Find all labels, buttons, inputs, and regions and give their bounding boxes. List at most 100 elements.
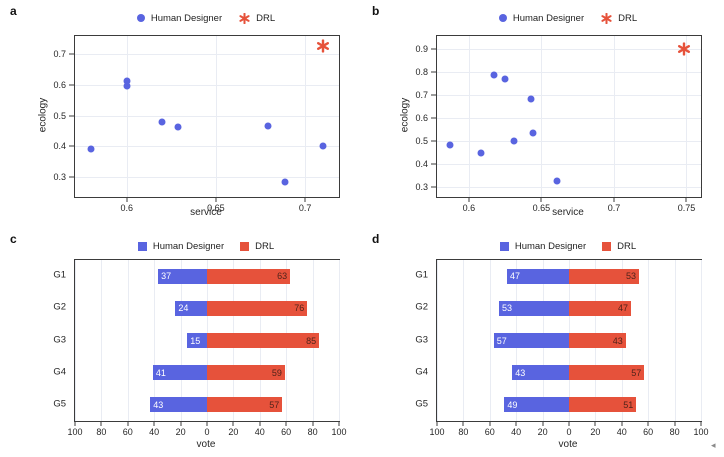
gridline-horizontal xyxy=(437,140,701,142)
x-tick-mark xyxy=(542,421,544,426)
x-tick-label: 80 xyxy=(307,427,318,437)
plot-area-c: 100 80 60 40 20 0 20 40 60 80 100 37 63 24 76 15 85 41 59 4… xyxy=(67,259,347,437)
gridline-vertical xyxy=(674,260,676,421)
category-label: G5 xyxy=(415,398,428,410)
human-designer-dot-icon xyxy=(136,14,145,22)
scatter-point xyxy=(490,71,498,79)
y-tick-label: 0.4 xyxy=(415,158,428,169)
x-tick-mark xyxy=(127,421,129,426)
gridline-vertical xyxy=(463,260,465,421)
x-tick-label: 0.6 xyxy=(120,203,133,213)
x-tick-label: 20 xyxy=(175,427,186,437)
y-tick-mark xyxy=(430,117,436,119)
x-tick-label: 0.65 xyxy=(532,203,551,213)
panel-label-a: a xyxy=(10,4,17,18)
human-designer-bar: 37 xyxy=(158,268,207,284)
category-label: G2 xyxy=(415,301,428,313)
human-bar-value: 37 xyxy=(161,271,172,282)
y-tick-mark xyxy=(430,163,436,165)
y-tick-label: 0.7 xyxy=(53,49,66,60)
y-tick-label: 0.6 xyxy=(53,80,66,91)
panel-c: c Human Designer DRL 100 80 60 40 20 0 20 40 60 8… xyxy=(0,228,362,457)
x-axis-label: vote xyxy=(196,439,216,450)
y-tick-label: 0.7 xyxy=(415,89,428,100)
scatter-point xyxy=(319,142,327,150)
x-tick-mark xyxy=(613,197,615,202)
y-tick-mark xyxy=(68,145,74,147)
x-tick-label: 100 xyxy=(331,427,347,437)
gridline-vertical xyxy=(648,260,650,421)
y-tick-label: 0.5 xyxy=(415,135,428,146)
scatter-point xyxy=(174,123,182,131)
gridline-horizontal xyxy=(75,115,339,117)
human-bar-value: 53 xyxy=(502,303,513,314)
y-tick-label: 0.5 xyxy=(53,110,66,121)
panel-label-c: c xyxy=(10,232,17,246)
gridline-horizontal xyxy=(437,94,701,96)
x-tick-label: 80 xyxy=(458,427,469,437)
drl-bar-value: 53 xyxy=(625,271,636,282)
x-tick-mark xyxy=(594,421,596,426)
human-designer-bar: 24 xyxy=(175,300,207,316)
y-tick-label: 0.4 xyxy=(53,141,66,152)
scatter-point xyxy=(281,178,289,186)
drl-bar: 57 xyxy=(569,365,645,381)
gridline-vertical xyxy=(437,260,438,421)
x-tick-label: 100 xyxy=(67,427,83,437)
human-bar-value: 49 xyxy=(507,399,518,410)
category-label: G4 xyxy=(53,366,66,378)
drl-star-icon xyxy=(316,39,329,53)
scatter-point xyxy=(123,82,131,90)
x-tick-label: 60 xyxy=(281,427,292,437)
panel-label-b: b xyxy=(372,4,380,18)
x-tick-label: 20 xyxy=(228,427,239,437)
category-label: G3 xyxy=(415,334,428,345)
gridline-horizontal xyxy=(437,163,701,165)
x-tick-mark xyxy=(674,421,676,426)
gridline-horizontal xyxy=(75,85,339,87)
gridline-horizontal xyxy=(437,48,701,50)
drl-bar: 85 xyxy=(207,333,320,348)
legend-item-drl: DRL xyxy=(240,241,274,252)
human-bar-value: 15 xyxy=(190,335,201,346)
x-tick-label: 80 xyxy=(669,427,680,437)
y-tick-label: 0.8 xyxy=(415,66,428,77)
x-tick-mark xyxy=(468,197,470,202)
x-tick-mark xyxy=(568,421,570,426)
category-label: G4 xyxy=(415,366,428,378)
category-label: G5 xyxy=(53,398,66,410)
gridline-horizontal xyxy=(437,71,701,73)
y-tick-label: 0.3 xyxy=(53,172,66,183)
panel-b: b Human Designer DRL ecology 0.6 0.65 0.7 0… xyxy=(362,0,724,228)
gridline-vertical xyxy=(489,260,491,421)
x-tick-label: 80 xyxy=(96,427,107,437)
drl-square-icon xyxy=(240,242,250,251)
drl-bar: 53 xyxy=(569,268,639,284)
drl-bar: 57 xyxy=(207,397,283,413)
human-bar-value: 41 xyxy=(155,367,166,378)
x-axis-label: vote xyxy=(558,439,578,450)
x-tick-mark xyxy=(232,421,234,426)
drl-bar: 63 xyxy=(207,268,291,284)
legend-label-human-designer: Human Designer xyxy=(514,241,587,252)
gridline-vertical xyxy=(686,36,688,197)
category-label: G1 xyxy=(53,269,66,281)
legend-label-human-designer: Human Designer xyxy=(152,241,225,252)
x-tick-mark xyxy=(312,421,314,426)
x-tick-mark xyxy=(180,421,182,426)
human-designer-bar: 47 xyxy=(506,268,569,284)
drl-bar: 47 xyxy=(569,300,632,316)
y-tick-mark xyxy=(430,71,436,73)
plot-area-b: 0.6 0.65 0.7 0.75 0.3 0.4 0.5 0.6 0.7 0.8 0.9 xyxy=(415,35,702,213)
gridline-vertical xyxy=(154,260,156,421)
x-tick-label: 60 xyxy=(122,427,133,437)
x-tick-mark xyxy=(304,197,306,202)
x-tick-mark xyxy=(515,421,517,426)
drl-square-icon xyxy=(602,242,612,251)
x-tick-label: 100 xyxy=(693,427,709,437)
x-tick-label: 0.65 xyxy=(207,203,225,213)
legend-item-drl: DRL xyxy=(602,241,636,252)
legend-label-human-designer: Human Designer xyxy=(150,12,223,24)
y-tick-mark xyxy=(430,140,436,142)
